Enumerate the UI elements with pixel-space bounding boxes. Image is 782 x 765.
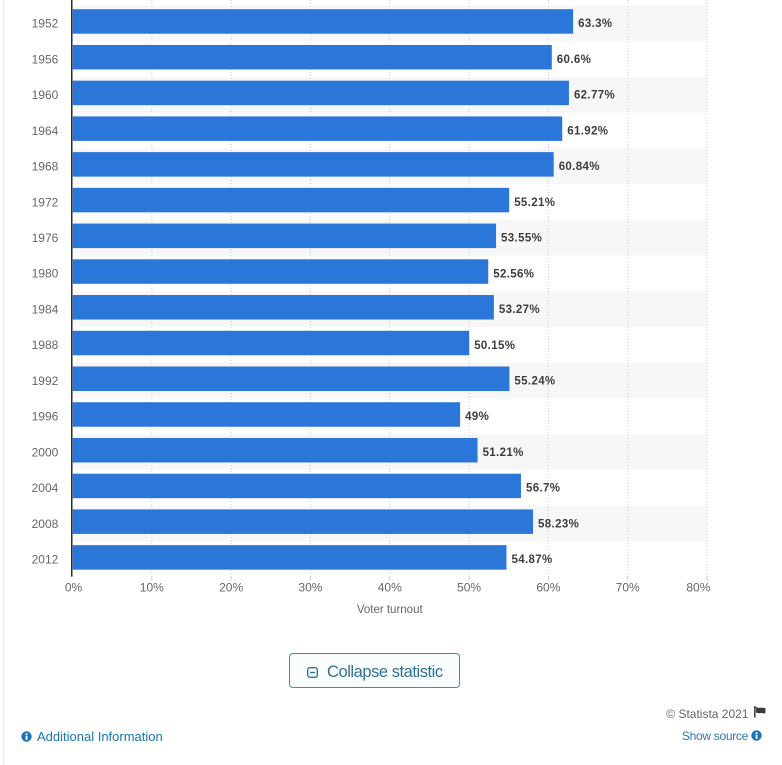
svg-text:1976: 1976 — [32, 231, 59, 245]
svg-text:2000: 2000 — [32, 445, 59, 459]
svg-text:51.21%: 51.21% — [483, 447, 524, 459]
svg-text:56.7%: 56.7% — [526, 483, 560, 495]
svg-text:40%: 40% — [378, 581, 402, 595]
svg-text:50.15%: 50.15% — [474, 340, 515, 352]
svg-text:1960: 1960 — [32, 88, 59, 102]
svg-text:1996: 1996 — [32, 410, 59, 424]
svg-text:80%: 80% — [686, 581, 710, 595]
svg-text:55.21%: 55.21% — [514, 197, 555, 209]
svg-text:49%: 49% — [465, 411, 489, 423]
svg-text:20%: 20% — [219, 581, 243, 595]
svg-text:53.55%: 53.55% — [501, 233, 542, 245]
svg-text:1988: 1988 — [32, 338, 59, 352]
svg-text:1952: 1952 — [32, 17, 59, 31]
svg-text:60%: 60% — [536, 581, 560, 595]
svg-text:61.92%: 61.92% — [567, 125, 608, 137]
svg-text:62.77%: 62.77% — [574, 90, 615, 102]
svg-text:50%: 50% — [457, 581, 481, 595]
svg-text:0%: 0% — [65, 581, 83, 595]
svg-text:63.3%: 63.3% — [578, 18, 612, 30]
svg-text:Voter turnout: Voter turnout — [357, 604, 424, 616]
svg-text:2004: 2004 — [32, 481, 59, 495]
svg-text:70%: 70% — [616, 581, 640, 595]
svg-text:1980: 1980 — [32, 267, 59, 281]
svg-text:1956: 1956 — [32, 52, 59, 66]
svg-text:54.87%: 54.87% — [512, 554, 553, 566]
svg-text:1968: 1968 — [32, 160, 59, 174]
svg-text:53.27%: 53.27% — [499, 304, 540, 316]
svg-text:2008: 2008 — [32, 517, 59, 531]
svg-text:1984: 1984 — [32, 302, 59, 316]
svg-text:60.84%: 60.84% — [559, 161, 600, 173]
svg-text:52.56%: 52.56% — [493, 268, 534, 280]
svg-text:60.6%: 60.6% — [557, 54, 591, 66]
svg-text:1972: 1972 — [32, 195, 59, 209]
svg-text:1992: 1992 — [32, 374, 59, 388]
svg-text:55.24%: 55.24% — [514, 376, 555, 388]
svg-text:58.23%: 58.23% — [538, 518, 579, 530]
svg-text:1964: 1964 — [32, 124, 59, 138]
svg-text:2012: 2012 — [32, 553, 59, 567]
svg-text:30%: 30% — [298, 581, 322, 595]
svg-text:10%: 10% — [140, 581, 164, 595]
